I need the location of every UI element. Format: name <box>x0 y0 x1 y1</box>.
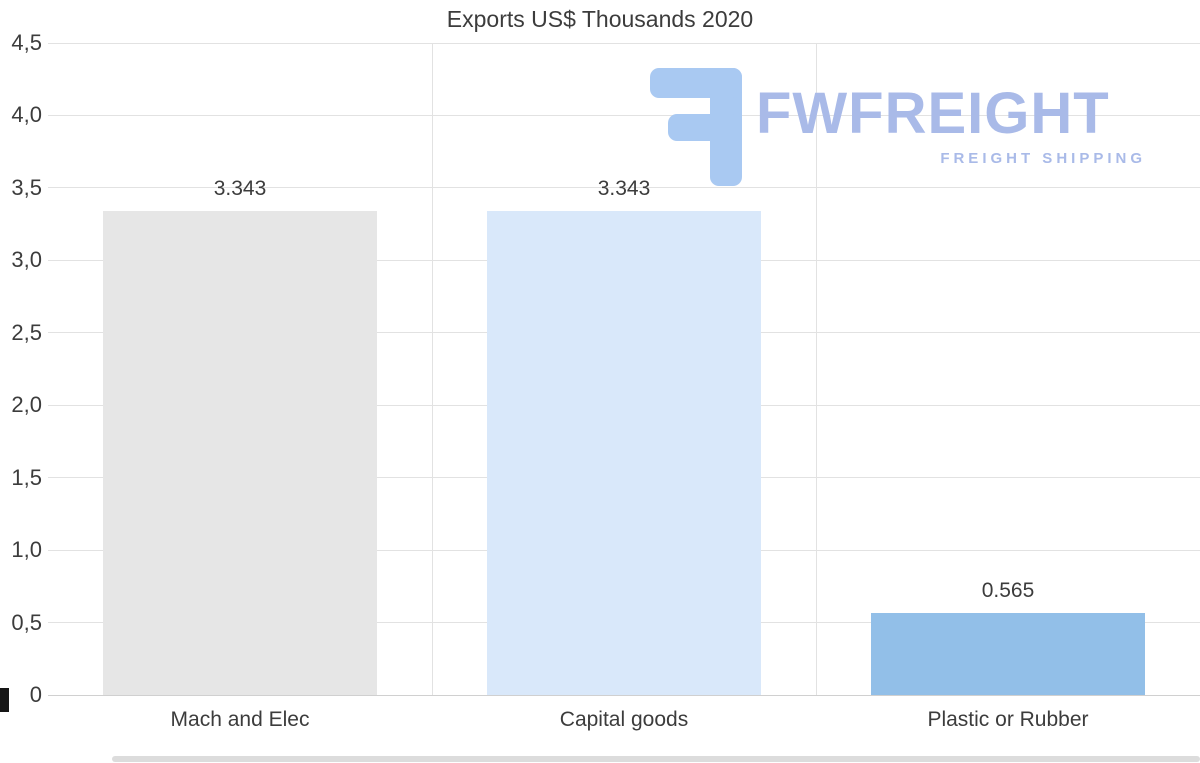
x-axis-category-label: Plastic or Rubber <box>927 708 1089 731</box>
y-axis-tick-label: 0,5 <box>11 609 42 635</box>
gridline-horizontal <box>48 42 1200 44</box>
horizontal-scrollbar[interactable] <box>112 756 1200 762</box>
y-axis-tick-label: 2,5 <box>11 319 42 345</box>
x-axis-category-label: Mach and Elec <box>170 708 310 731</box>
y-axis-tick-label: 1,5 <box>11 464 42 490</box>
bar-capital-goods <box>487 210 761 695</box>
y-axis-tick-label: 0 <box>29 682 42 707</box>
axis-origin-marker <box>0 688 9 712</box>
bar-plastic-or-rubber <box>871 613 1145 695</box>
bar-mach-and-elec <box>103 210 377 695</box>
bar-value-label: 0.565 <box>981 579 1035 603</box>
bar-value-label: 3.343 <box>597 176 651 200</box>
y-axis-tick-label: 3,0 <box>11 247 42 273</box>
gridline-horizontal <box>48 694 1200 696</box>
y-axis-tick-label: 2,0 <box>11 392 42 418</box>
plot-area: 3.343 3.343 0.565 <box>48 42 1200 696</box>
y-axis-tick-label: 1,0 <box>11 537 42 563</box>
gridline-vertical <box>431 43 433 695</box>
gridline-horizontal <box>48 187 1200 189</box>
chart-title: Exports US$ Thousands 2020 <box>446 6 754 32</box>
y-axis-tick-label: 4,0 <box>11 102 42 128</box>
gridline-vertical <box>815 43 817 695</box>
y-axis-tick-label: 3,5 <box>11 174 42 200</box>
y-axis-tick-label: 4,5 <box>11 30 42 55</box>
x-axis-category-label: Capital goods <box>559 708 689 731</box>
gridline-horizontal <box>48 114 1200 116</box>
bar-value-label: 3.343 <box>213 176 267 200</box>
